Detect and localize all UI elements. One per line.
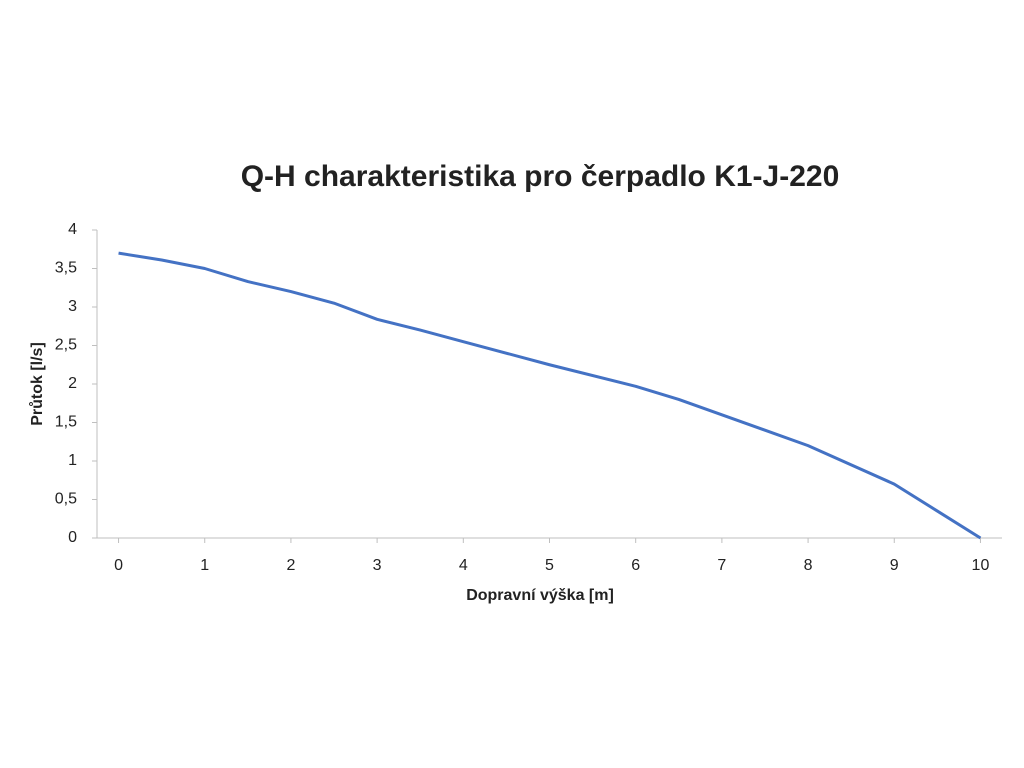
x-tick-label: 5 <box>545 557 554 574</box>
x-tick-label: 6 <box>631 557 640 574</box>
y-tick-label: 0 <box>68 529 77 546</box>
x-tick-label: 2 <box>286 557 295 574</box>
y-tick-label: 1,5 <box>55 414 77 431</box>
x-axis-title: Dopravní výška [m] <box>466 587 614 604</box>
x-tick-label: 10 <box>972 557 990 574</box>
y-tick-label: 0,5 <box>55 491 77 508</box>
y-tick-label: 1 <box>68 452 77 469</box>
y-tick-label: 4 <box>68 221 77 238</box>
data-line <box>118 251 982 540</box>
x-tick-label: 0 <box>114 557 123 574</box>
x-tick-label: 3 <box>373 557 382 574</box>
x-tick-label: 4 <box>459 557 468 574</box>
x-tick-label: 7 <box>717 557 726 574</box>
x-tick-label: 8 <box>804 557 813 574</box>
x-tick-label: 9 <box>890 557 899 574</box>
x-tick-label: 1 <box>200 557 209 574</box>
y-axis-title: Průtok [l/s] <box>29 342 46 426</box>
y-tick-label: 2,5 <box>55 337 77 354</box>
chart-title: Q-H charakteristika pro čerpadlo K1-J-22… <box>241 160 840 193</box>
y-tick-label: 3,5 <box>55 260 77 277</box>
y-tick-label: 2 <box>68 375 77 392</box>
y-tick-label: 3 <box>68 298 77 315</box>
